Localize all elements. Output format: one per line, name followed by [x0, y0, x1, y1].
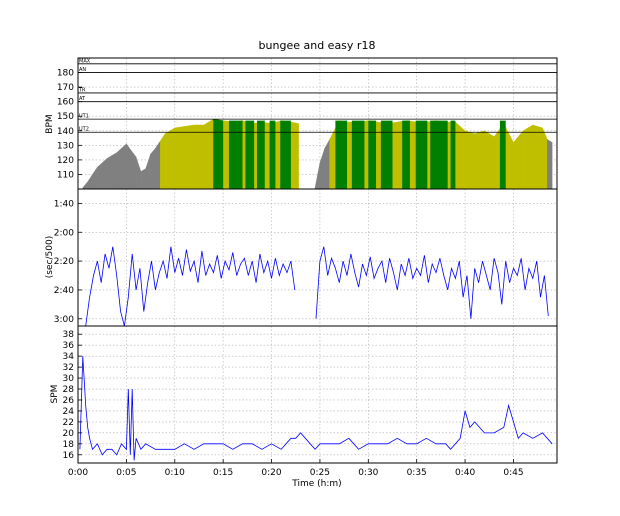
heart-rate-ut1-spike	[335, 120, 348, 189]
y-tick-label: 36	[63, 341, 75, 351]
heart-rate-ut1-spike	[402, 120, 410, 189]
y-tick-label: 110	[57, 170, 74, 180]
y-tick-label: 18	[63, 440, 75, 450]
heart-rate-ut1-spike	[415, 120, 428, 189]
heart-rate-ut1-spike	[368, 120, 377, 189]
heart-rate-ut1-spike	[499, 120, 506, 189]
y-tick-label: 120	[57, 156, 74, 166]
heart-rate-area-segment	[542, 127, 548, 190]
y-tick-label: 20	[63, 429, 75, 439]
heart-rate-area-segment	[87, 166, 98, 190]
zone-label: TR	[78, 87, 86, 93]
y-tick-label: 22	[63, 418, 74, 428]
heart-rate-ut1-spike	[216, 120, 224, 189]
y-tick-label: 2:40	[54, 286, 74, 296]
heart-rate-area-segment	[532, 124, 543, 190]
pace-series-line	[85, 246, 296, 327]
heart-rate-area-segment	[513, 130, 524, 190]
heart-rate-area-segment	[547, 139, 553, 190]
x-tick-label: 0:10	[165, 468, 185, 478]
heart-rate-area-segment	[193, 124, 204, 190]
heart-rate-area-segment	[135, 156, 142, 190]
heart-rate-ut1-spike	[450, 120, 456, 189]
heart-rate-ut1-spike	[430, 120, 448, 189]
x-tick-label: 0:30	[358, 468, 378, 478]
heart-rate-area-segment	[150, 147, 156, 190]
y-tick-label: 2:00	[54, 228, 74, 238]
heart-rate-panel: MAX AN TR AT UT1 UT2 110 120 130 140 150 160 170 180…	[45, 57, 558, 190]
y-tick-label: 28	[63, 385, 75, 395]
y-tick-label: 16	[63, 451, 75, 461]
pace-axes-frame	[77, 188, 558, 327]
zone-label: AT	[79, 96, 86, 102]
x-tick-label: 0:15	[213, 468, 233, 478]
heart-rate-ut1-spike	[228, 120, 243, 189]
x-tick-label: 0:25	[310, 468, 330, 478]
bpm-axis-label: BPM	[45, 114, 55, 133]
y-tick-label: 30	[63, 374, 75, 384]
heart-rate-area-segment	[203, 118, 214, 190]
time-axis-label: Time (h:m)	[291, 479, 341, 489]
stroke-rate-axes-frame	[77, 325, 558, 464]
y-tick-label: 26	[63, 396, 75, 406]
heart-rate-ut1-spike	[380, 120, 393, 189]
y-tick-label: 130	[57, 141, 74, 151]
y-tick-label: 160	[57, 98, 74, 108]
x-tick-label: 0:05	[116, 468, 136, 478]
heart-rate-area-segment	[464, 130, 475, 190]
chart-title: bungee and easy r18	[259, 39, 376, 52]
y-tick-label: 180	[57, 69, 74, 79]
heart-rate-area-segment	[164, 127, 175, 190]
pace-series-line	[315, 246, 549, 319]
pace-panel: 1:40 2:00 2:20 2:40 3:00 (sec/500)	[45, 188, 558, 327]
spm-axis-label: SPM	[50, 385, 60, 404]
heart-rate-ut1-spike	[351, 120, 365, 189]
y-tick-label: 32	[63, 363, 74, 373]
y-tick-label: 1:40	[54, 199, 74, 209]
heart-rate-area-segment	[160, 133, 166, 190]
heart-rate-area-segment	[126, 143, 137, 190]
heart-rate-area-segment	[319, 148, 325, 190]
y-tick-label: 170	[57, 83, 74, 93]
y-tick-label: 38	[63, 330, 75, 340]
heart-rate-area-segment	[155, 140, 161, 190]
y-tick-label: 24	[63, 407, 75, 417]
x-tick-label: 0:00	[68, 468, 88, 478]
y-tick-label: 3:00	[54, 315, 74, 325]
heart-rate-area-segment	[184, 124, 195, 190]
heart-rate-area-segment	[106, 152, 117, 190]
heart-rate-ut1-spike	[280, 120, 291, 189]
zone-label: MAX	[79, 58, 91, 64]
y-tick-label: 140	[57, 127, 74, 137]
heart-rate-area-segment	[324, 138, 330, 190]
heart-rate-area-segment	[314, 162, 321, 190]
x-tick-label: 0:40	[455, 468, 475, 478]
x-tick-label: 0:20	[261, 468, 281, 478]
heart-rate-area-segment	[82, 181, 88, 190]
y-tick-label: 2:20	[54, 257, 74, 267]
x-tick-label: 0:35	[407, 468, 427, 478]
heart-rate-area-segment	[140, 168, 146, 190]
heart-rate-area-segment	[97, 157, 108, 190]
heart-rate-ut1-spike	[269, 120, 276, 189]
heart-rate-ut1-spike	[257, 120, 265, 189]
zone-label: UT1	[79, 114, 89, 120]
heart-rate-area-segment	[484, 130, 495, 190]
zone-label: AN	[79, 67, 86, 73]
pace-axis-label: (sec/500)	[45, 236, 55, 278]
heart-rate-ut1-spike	[245, 120, 255, 189]
heart-rate-area-segment	[474, 130, 485, 190]
x-tick-label: 0:45	[503, 468, 523, 478]
y-tick-label: 150	[57, 112, 74, 122]
heart-rate-area-segment	[116, 143, 127, 190]
heart-rate-area-segment	[174, 126, 185, 190]
heart-rate-area-segment	[145, 154, 151, 190]
zone-label: UT2	[79, 127, 89, 133]
heart-rate-area-segment	[522, 124, 534, 190]
y-tick-label: 34	[63, 352, 75, 362]
stroke-rate-series-line	[79, 356, 553, 461]
